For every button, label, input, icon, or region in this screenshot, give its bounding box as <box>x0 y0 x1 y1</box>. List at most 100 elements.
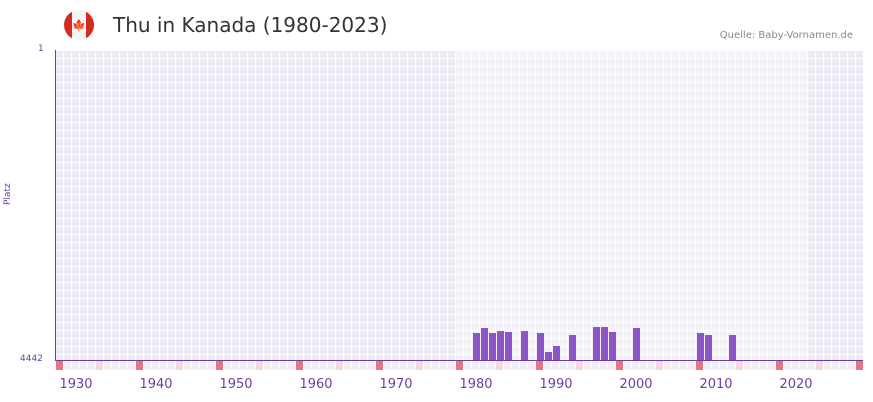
x-year-marker <box>472 361 479 370</box>
x-year-marker <box>608 361 615 370</box>
x-year-marker <box>624 361 631 370</box>
bar-1996[interactable] <box>601 327 608 360</box>
x-year-marker <box>96 361 103 370</box>
x-year-marker <box>376 361 383 370</box>
x-year-marker <box>648 361 655 370</box>
x-year-marker <box>688 361 695 370</box>
x-year-marker <box>736 361 743 370</box>
x-year-marker <box>216 361 223 370</box>
x-year-marker <box>504 361 511 370</box>
x-tick-label: 1990 <box>539 377 573 392</box>
x-year-marker <box>392 361 399 370</box>
x-year-marker <box>56 361 63 370</box>
x-year-marker <box>88 361 95 370</box>
x-year-marker <box>800 361 807 370</box>
x-year-marker <box>360 361 367 370</box>
x-tick-label: 2000 <box>619 377 653 392</box>
data-period-band <box>456 50 808 360</box>
x-year-marker <box>136 361 143 370</box>
bar-2008[interactable] <box>697 333 704 360</box>
x-year-marker <box>312 361 319 370</box>
canada-flag-icon: 🍁 <box>64 10 94 40</box>
x-year-marker <box>464 361 471 370</box>
x-year-marker <box>168 361 175 370</box>
x-year-marker <box>560 361 567 370</box>
bar-1983[interactable] <box>497 330 504 360</box>
x-year-marker <box>432 361 439 370</box>
bar-1997[interactable] <box>609 331 616 360</box>
x-year-marker <box>632 361 639 370</box>
x-year-marker <box>640 361 647 370</box>
bar-1989[interactable] <box>545 352 552 360</box>
x-year-marker <box>256 361 263 370</box>
x-year-marker <box>792 361 799 370</box>
x-year-marker <box>760 361 767 370</box>
y-tick-bottom: 4442 <box>20 354 43 364</box>
x-year-marker <box>816 361 823 370</box>
x-year-marker <box>456 361 463 370</box>
x-year-marker <box>288 361 295 370</box>
bar-1995[interactable] <box>593 327 600 360</box>
x-tick-label: 1960 <box>299 377 333 392</box>
x-year-marker <box>320 361 327 370</box>
x-year-marker <box>488 361 495 370</box>
x-year-marker <box>448 361 455 370</box>
x-year-marker <box>656 361 663 370</box>
x-tick-label: 2020 <box>779 377 813 392</box>
x-year-marker <box>272 361 279 370</box>
x-year-marker <box>664 361 671 370</box>
bar-2012[interactable] <box>729 335 736 360</box>
x-year-marker <box>776 361 783 370</box>
x-tick-label: 1930 <box>59 377 93 392</box>
x-year-marker <box>824 361 831 370</box>
x-year-marker <box>184 361 191 370</box>
x-year-marker <box>144 361 151 370</box>
y-tick-top: 1 <box>38 44 44 54</box>
x-year-marker <box>200 361 207 370</box>
bar-1990[interactable] <box>553 345 560 360</box>
x-year-marker <box>576 361 583 370</box>
bar-2009[interactable] <box>705 334 712 360</box>
x-year-marker <box>120 361 127 370</box>
bar-1984[interactable] <box>505 331 512 360</box>
y-axis-title: Platz <box>3 183 13 205</box>
x-year-marker <box>768 361 775 370</box>
bar-1986[interactable] <box>521 331 528 360</box>
bar-1982[interactable] <box>489 333 496 360</box>
x-year-marker <box>336 361 343 370</box>
x-year-marker <box>720 361 727 370</box>
x-year-marker <box>520 361 527 370</box>
x-year-marker <box>440 361 447 370</box>
x-year-marker <box>352 361 359 370</box>
x-tick-label: 1970 <box>379 377 413 392</box>
x-tick-label: 1950 <box>219 377 253 392</box>
bar-1980[interactable] <box>473 332 480 360</box>
x-year-marker <box>112 361 119 370</box>
x-year-marker <box>72 361 79 370</box>
bar-2000[interactable] <box>633 327 640 360</box>
x-year-marker <box>744 361 751 370</box>
x-year-marker <box>672 361 679 370</box>
x-year-marker <box>712 361 719 370</box>
x-year-marker <box>616 361 623 370</box>
x-year-marker <box>416 361 423 370</box>
x-year-marker <box>568 361 575 370</box>
bar-1988[interactable] <box>537 333 544 360</box>
x-year-marker <box>848 361 855 370</box>
x-year-marker <box>208 361 215 370</box>
x-year-marker <box>840 361 847 370</box>
x-year-marker <box>384 361 391 370</box>
bar-1981[interactable] <box>481 327 488 360</box>
x-year-marker <box>368 361 375 370</box>
x-year-marker <box>680 361 687 370</box>
x-year-marker <box>296 361 303 370</box>
x-tick-label: 1980 <box>459 377 493 392</box>
x-year-marker <box>304 361 311 370</box>
x-year-marker <box>64 361 71 370</box>
bar-1992[interactable] <box>569 334 576 360</box>
x-year-marker <box>544 361 551 370</box>
x-year-marker <box>784 361 791 370</box>
x-year-marker <box>600 361 607 370</box>
x-year-marker <box>160 361 167 370</box>
chart-title: Thu in Kanada (1980-2023) <box>113 13 388 37</box>
